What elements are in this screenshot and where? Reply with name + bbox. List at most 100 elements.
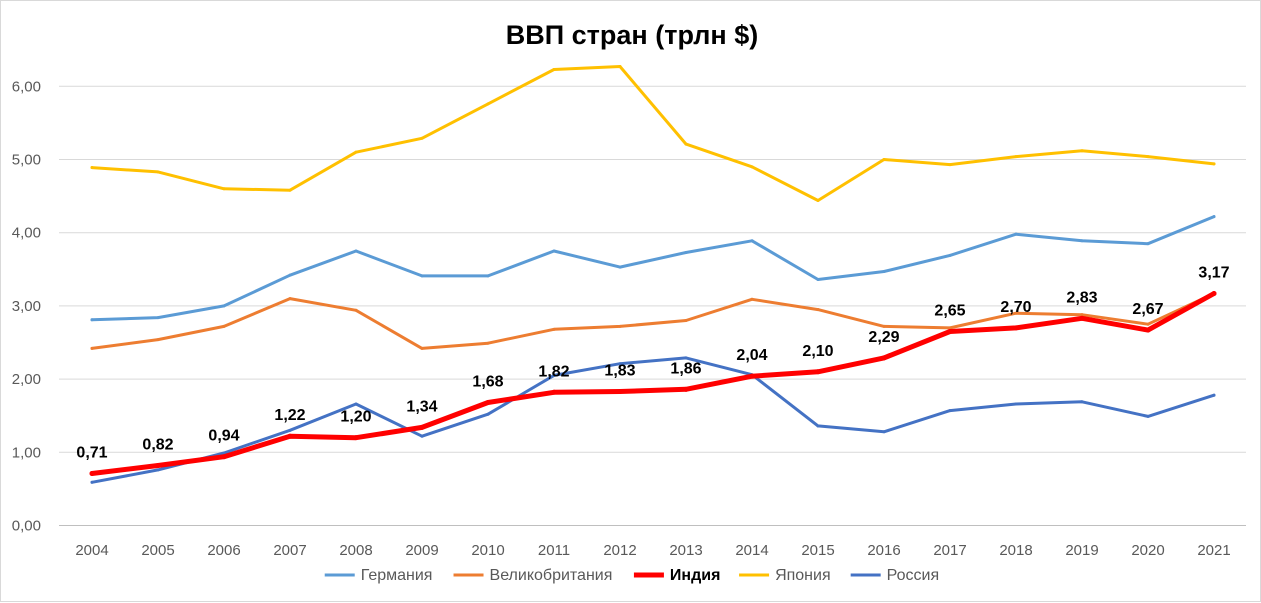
legend: Германия Великобритания Индия Япония Россия	[324, 567, 939, 584]
x-tick-label: 2021	[1197, 542, 1230, 559]
x-tick-label: 2019	[1065, 542, 1098, 559]
data-point	[948, 326, 952, 330]
data-point	[882, 269, 886, 273]
data-label: 1,20	[340, 409, 371, 426]
data-point	[816, 424, 820, 428]
series-line-Индия	[89, 291, 1217, 476]
chart-title: ВВП стран (трлн $)	[506, 20, 758, 50]
data-point	[1080, 239, 1084, 243]
data-point	[750, 165, 754, 169]
data-point	[354, 402, 358, 406]
data-point	[1079, 315, 1085, 321]
data-label: 1,22	[274, 407, 305, 424]
legend-label: Япония	[775, 567, 831, 584]
data-point	[948, 163, 952, 167]
data-label: 0,82	[142, 436, 173, 453]
data-label: 2,10	[802, 343, 833, 360]
data-point	[551, 389, 557, 395]
legend-label: Германия	[361, 567, 433, 584]
y-tick-label: 2,00	[12, 371, 41, 388]
x-tick-label: 2012	[603, 542, 636, 559]
x-tick-label: 2004	[75, 542, 108, 559]
legend-label: Великобритания	[490, 567, 613, 584]
data-point	[90, 480, 94, 484]
data-point	[486, 412, 490, 416]
y-tick-label: 5,00	[12, 152, 41, 169]
data-label: 1,34	[406, 398, 437, 415]
data-point	[1014, 402, 1018, 406]
data-point	[684, 250, 688, 254]
x-tick-label: 2007	[273, 542, 306, 559]
x-tick-label: 2009	[405, 542, 438, 559]
data-point	[420, 346, 424, 350]
data-point	[420, 136, 424, 140]
data-point	[1014, 311, 1018, 315]
x-tick-label: 2018	[999, 542, 1032, 559]
data-point	[552, 67, 556, 71]
data-point	[1212, 393, 1216, 397]
data-label: 2,04	[736, 347, 767, 364]
series-line-Великобритания	[90, 292, 1216, 350]
series-line-Германия	[90, 215, 1216, 322]
gridlines	[59, 85, 1246, 526]
data-point	[882, 324, 886, 328]
y-tick-label: 0,00	[12, 518, 41, 535]
data-point	[750, 239, 754, 243]
x-tick-label: 2017	[933, 542, 966, 559]
data-point	[222, 304, 226, 308]
data-point	[288, 273, 292, 277]
data-point	[155, 462, 161, 468]
x-tick-label: 2016	[867, 542, 900, 559]
data-point	[1080, 400, 1084, 404]
data-label: 3,17	[1198, 264, 1229, 281]
data-point	[221, 454, 227, 460]
y-tick-label: 1,00	[12, 444, 41, 461]
data-point	[156, 316, 160, 320]
data-point	[156, 468, 160, 472]
data-point	[882, 430, 886, 434]
data-label: 1,82	[538, 363, 569, 380]
data-point	[288, 188, 292, 192]
data-point	[353, 435, 359, 441]
data-point	[354, 150, 358, 154]
data-point	[618, 362, 622, 366]
data-point	[89, 471, 95, 477]
data-point	[287, 433, 293, 439]
data-point	[90, 166, 94, 170]
data-point	[617, 389, 623, 395]
y-tick-label: 6,00	[12, 78, 41, 95]
data-point	[948, 409, 952, 413]
data-point	[485, 400, 491, 406]
data-point	[684, 356, 688, 360]
x-tick-label: 2010	[471, 542, 504, 559]
data-label: 0,94	[208, 428, 239, 445]
x-tick-label: 2013	[669, 542, 702, 559]
data-label: 1,68	[472, 374, 503, 391]
data-point	[552, 373, 556, 377]
data-point	[1014, 155, 1018, 159]
data-labels: 0,71 0,82 0,94 1,22 1,20 1,34 1,68 1,82 1,83 1,86…	[76, 264, 1229, 461]
y-axis-ticks: 0,00 1,00 2,00 3,00 4,00 5,00 6,00	[12, 78, 41, 534]
x-tick-label: 2008	[339, 542, 372, 559]
data-point	[486, 341, 490, 345]
data-point	[882, 158, 886, 161]
y-tick-label: 3,00	[12, 298, 41, 315]
data-point	[1080, 149, 1084, 153]
data-point	[1146, 242, 1150, 246]
data-point	[1211, 290, 1217, 296]
data-point	[684, 319, 688, 323]
data-point	[1212, 215, 1216, 219]
data-label: 2,29	[868, 329, 899, 346]
data-point	[683, 386, 689, 392]
data-point	[618, 324, 622, 328]
data-point	[1080, 313, 1084, 317]
data-point	[90, 346, 94, 350]
data-point	[618, 65, 622, 69]
data-point	[552, 249, 556, 253]
x-tick-label: 2011	[538, 542, 570, 559]
legend-label: Россия	[887, 567, 939, 584]
data-point	[419, 424, 425, 430]
data-point	[552, 327, 556, 331]
